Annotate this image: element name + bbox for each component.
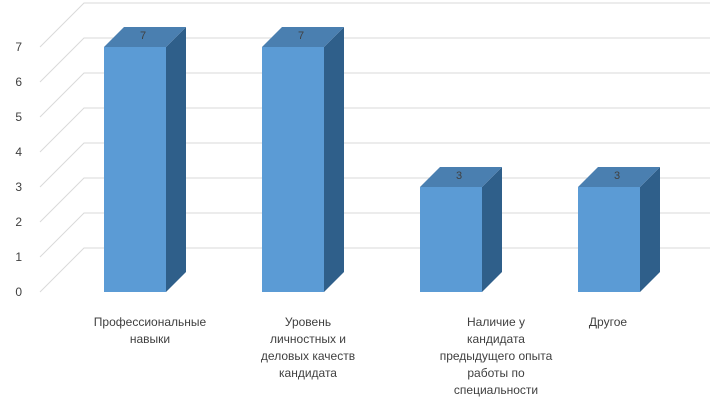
gridline-7 [39,2,710,48]
bar-front-0 [104,47,166,292]
y-tick-label-3: 3 [15,180,22,194]
gridlines [39,2,710,293]
data-label-2: 3 [456,170,462,182]
category-line: Наличие у [467,315,525,329]
data-label-3: 3 [614,170,620,182]
bar-2 [420,167,502,292]
y-tick-label-1: 1 [15,250,22,264]
bar-0 [104,27,186,292]
y-tick-label-4: 4 [15,145,22,159]
category-line: специальности [454,383,538,397]
bar-top-1 [262,27,344,47]
category-line: Профессиональные [94,315,207,329]
bars [104,27,660,292]
y-tick-label-2: 2 [15,215,22,229]
bar-side-2 [482,167,502,292]
gridline-6 [39,37,710,83]
bar-top-0 [104,27,186,47]
y-tick-label-0: 0 [15,285,22,299]
category-line: личностных и [270,332,346,346]
y-tick-label-6: 6 [15,75,22,89]
category-label-0: Профессиональные навыки [94,315,207,346]
category-line: навыки [130,332,170,346]
data-label-1: 7 [298,30,304,42]
bar-top-2 [420,167,502,187]
bar-side-1 [324,27,344,292]
gridline-3 [39,142,710,188]
bar-1 [262,27,344,292]
y-tick-label-7: 7 [15,40,22,54]
category-line: предыдущего опыта [440,349,553,363]
y-axis-ticks: 0 1 2 3 4 5 6 7 [15,40,22,299]
category-label-3: Другое [589,315,627,329]
category-label-1: Уровень личностных и деловых качеств кандид… [261,315,355,380]
category-line: кандидата [467,332,525,346]
bar-front-3 [578,187,640,292]
category-labels: Профессиональные навыки Уровень личностных … [94,315,628,397]
data-labels: 7 7 3 3 [140,30,620,182]
y-tick-label-5: 5 [15,110,22,124]
category-line: кандидата [279,366,337,380]
bar-side-0 [166,27,186,292]
data-label-0: 7 [140,30,146,42]
gridline-5 [39,72,710,118]
bar-top-3 [578,167,660,187]
category-line: работы по [467,366,525,380]
category-line: Другое [589,315,627,329]
category-label-2: Наличие у кандидата предыдущего опыта работ… [440,315,553,397]
bar-side-3 [640,167,660,292]
category-line: Уровень [285,315,331,329]
bar-3 [578,167,660,292]
gridline-4 [39,107,710,153]
bar-front-2 [420,187,482,292]
category-line: деловых качеств [261,349,355,363]
bar-front-1 [262,47,324,292]
